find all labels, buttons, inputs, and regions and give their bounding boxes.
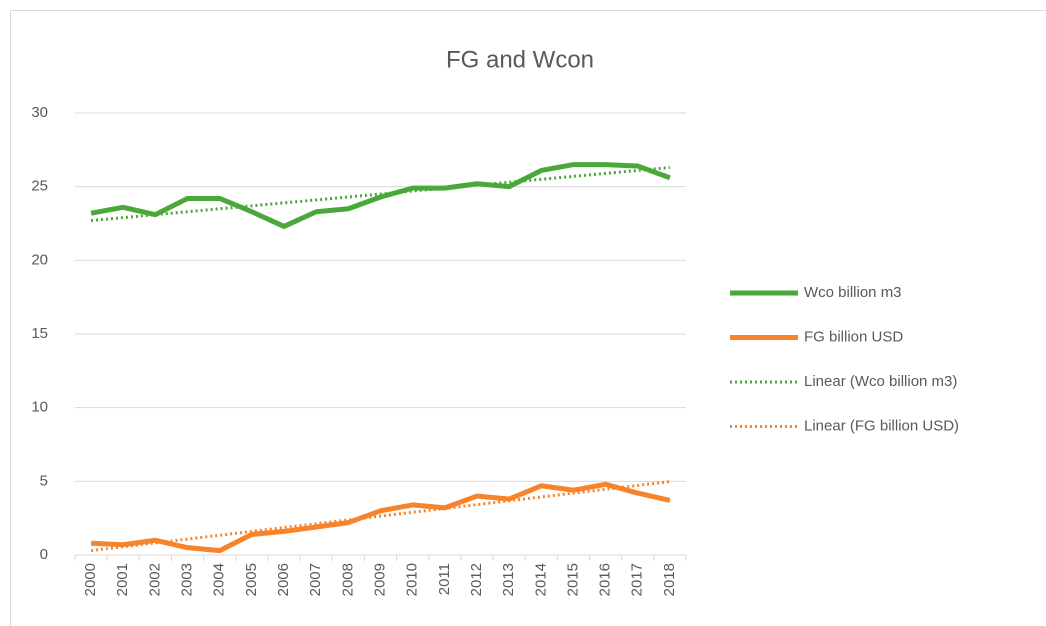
- y-tick-label: 10: [31, 399, 48, 416]
- y-tick-label: 0: [40, 546, 48, 563]
- x-tick-label: 2005: [243, 563, 260, 596]
- y-tick-label: 25: [31, 178, 48, 195]
- x-tick-label: 2016: [597, 563, 614, 596]
- x-tick-label: 2013: [500, 563, 517, 596]
- x-tick-label: 2003: [179, 563, 196, 596]
- y-tick-label: 30: [31, 104, 48, 121]
- data-line: [90, 162, 671, 229]
- x-tick-label: 2009: [371, 563, 388, 596]
- legend-label: Linear (FG billion USD): [804, 417, 959, 434]
- x-tick-label: 2004: [211, 563, 228, 596]
- x-tick-label: 2014: [532, 563, 549, 596]
- x-tick-label: 2011: [436, 563, 453, 595]
- x-tick-label: 2010: [404, 563, 421, 596]
- x-tick-label: 2012: [468, 563, 485, 596]
- data-line: [90, 481, 671, 554]
- x-tick-label: 2018: [661, 563, 678, 596]
- chart-title: FG and Wcon: [446, 46, 594, 73]
- trend-line: [90, 480, 671, 553]
- x-tick-label: 2017: [629, 563, 646, 596]
- legend-label: Linear (Wco billion m3): [804, 373, 957, 390]
- y-tick-label: 15: [31, 325, 48, 342]
- x-tick-label: 2001: [114, 563, 131, 596]
- y-tick-label: 20: [31, 251, 48, 268]
- x-tick-label: 2015: [564, 563, 581, 596]
- x-tick-label: 2008: [339, 563, 356, 596]
- x-tick-label: 2007: [307, 563, 324, 596]
- trend-line: [90, 166, 671, 223]
- legend-label: FG billion USD: [804, 328, 903, 345]
- x-tick-label: 2002: [146, 563, 163, 596]
- x-tick-label: 2006: [275, 563, 292, 596]
- y-tick-label: 5: [40, 472, 48, 489]
- x-tick-label: 2000: [82, 563, 99, 596]
- chart-frame: [10, 10, 1046, 626]
- legend-label: Wco billion m3: [804, 284, 902, 301]
